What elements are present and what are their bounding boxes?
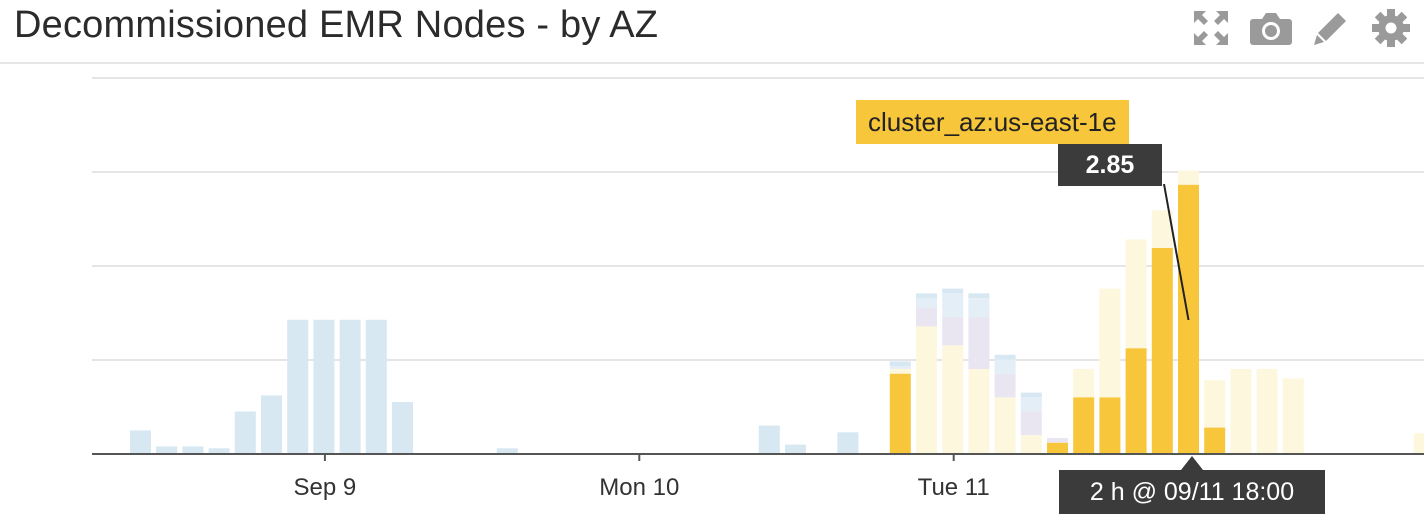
x-tick-label: Sep 9 (294, 474, 357, 501)
bar[interactable] (1073, 397, 1095, 454)
bar[interactable] (313, 319, 335, 454)
bar[interactable] (261, 395, 282, 454)
bar[interactable] (392, 402, 413, 454)
bar[interactable] (1020, 392, 1042, 398)
pencil-icon (1314, 13, 1346, 45)
tooltip-time-caret (1181, 456, 1203, 470)
widget-toolbar (1186, 8, 1416, 48)
x-tick-label: Mon 10 (599, 474, 679, 501)
bar[interactable] (1020, 411, 1042, 436)
chart-bars (130, 170, 1424, 455)
bar[interactable] (1099, 288, 1121, 398)
bar[interactable] (994, 354, 1016, 360)
bar[interactable] (208, 448, 230, 454)
bar[interactable] (365, 319, 387, 454)
bar[interactable] (287, 319, 309, 454)
expand-icon (1194, 11, 1228, 45)
edit-button[interactable] (1306, 8, 1356, 48)
bar[interactable] (1230, 368, 1252, 454)
tooltip-series-label: cluster_az:us-east-1e (856, 100, 1129, 144)
bar[interactable] (1020, 397, 1042, 412)
bar[interactable] (156, 446, 178, 454)
bar-chart[interactable]: Sep 9 Mon 10 Tue 11 (0, 64, 1424, 520)
bar[interactable] (1073, 368, 1095, 398)
bar[interactable] (234, 411, 256, 455)
bar[interactable] (1256, 368, 1278, 454)
bar[interactable] (889, 366, 911, 369)
tooltip-value: 2.85 (1058, 144, 1162, 186)
bar[interactable] (1151, 248, 1173, 454)
bar[interactable] (916, 326, 937, 454)
bar[interactable] (339, 319, 361, 454)
bar[interactable] (1047, 442, 1068, 454)
bar[interactable] (916, 298, 937, 308)
bar[interactable] (182, 446, 204, 454)
widget-title: Decommissioned EMR Nodes - by AZ (14, 4, 659, 46)
bar[interactable] (916, 293, 937, 299)
tooltip-timestamp: 2 h @ 09/11 18:00 (1059, 470, 1325, 514)
bar[interactable] (1204, 380, 1226, 428)
chart-grid (92, 77, 1424, 361)
expand-button[interactable] (1186, 8, 1236, 48)
bar[interactable] (1125, 348, 1147, 454)
bar[interactable] (968, 368, 990, 454)
bar[interactable] (785, 444, 806, 455)
gear-icon (1372, 9, 1410, 47)
bar[interactable] (968, 293, 990, 298)
tooltip-leader-line (1163, 183, 1190, 321)
bar[interactable] (942, 345, 964, 454)
bar[interactable] (1204, 427, 1226, 455)
bar[interactable] (496, 448, 518, 454)
bar[interactable] (1178, 170, 1199, 185)
header-divider (0, 62, 1424, 64)
bar[interactable] (1413, 433, 1424, 454)
x-tick-label: Tue 11 (918, 474, 990, 501)
bar[interactable] (1125, 239, 1147, 349)
bar[interactable] (916, 307, 937, 327)
bar[interactable] (1151, 210, 1173, 248)
bar[interactable] (994, 397, 1016, 454)
x-axis: Sep 9 Mon 10 Tue 11 (92, 453, 1424, 501)
bar[interactable] (968, 317, 990, 369)
settings-button[interactable] (1366, 8, 1416, 48)
bar[interactable] (994, 359, 1016, 374)
bar[interactable] (994, 373, 1016, 398)
bar[interactable] (889, 373, 911, 454)
bar[interactable] (942, 293, 964, 317)
bar[interactable] (758, 425, 780, 454)
snapshot-button[interactable] (1246, 8, 1296, 48)
bar[interactable] (130, 430, 151, 454)
bar[interactable] (942, 317, 964, 346)
bar[interactable] (968, 298, 990, 317)
bar[interactable] (1020, 435, 1042, 454)
bar[interactable] (942, 288, 964, 294)
bar[interactable] (837, 432, 859, 454)
bar[interactable] (889, 368, 911, 374)
camera-icon (1250, 13, 1292, 45)
bar[interactable] (1047, 437, 1068, 443)
bar[interactable] (889, 361, 911, 367)
bar[interactable] (1099, 397, 1121, 454)
bar[interactable] (1282, 378, 1304, 454)
